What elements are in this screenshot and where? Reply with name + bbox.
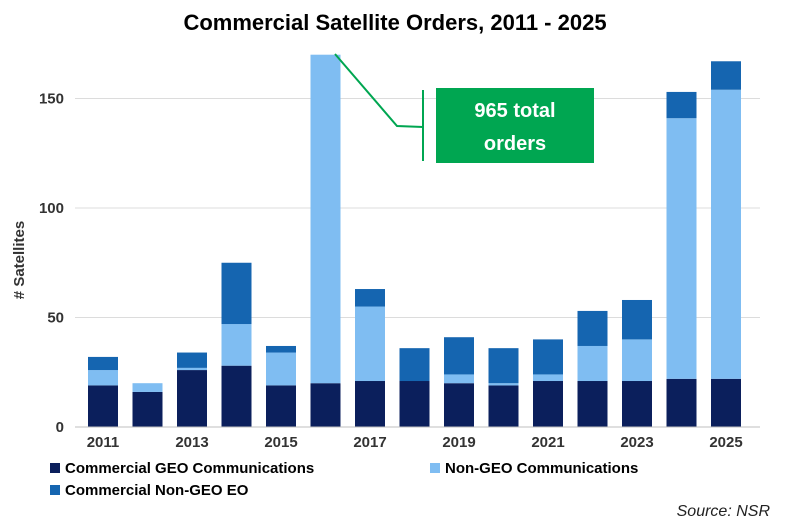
bar-segment-2021-s1: [533, 374, 563, 382]
bar-segment-2012-s0: [132, 391, 163, 427]
bar-segment-2024-s1: [666, 118, 697, 379]
bar-segment-2014-s2: [221, 262, 252, 325]
callout: 965 total orders: [334, 53, 594, 163]
bar-segment-2013-s1: [177, 367, 207, 371]
bar-segment-2015-s1: [266, 352, 296, 386]
bar-segment-2021-s0: [533, 381, 563, 427]
bar-segment-2017-s0: [355, 381, 385, 427]
x-tick-label: 2015: [264, 434, 297, 451]
bars: [88, 54, 741, 427]
callout-leader-line: [334, 53, 424, 128]
bar-segment-2011-s2: [88, 356, 118, 371]
bar-segment-2024-s0: [666, 378, 697, 427]
y-axis-ticks: 0 50 100 150: [39, 91, 64, 437]
gridlines: [75, 98, 760, 318]
x-tick-label: 2019: [442, 434, 475, 451]
x-tick-label: 2013: [175, 434, 208, 451]
bar-segment-2024-s2: [666, 91, 697, 119]
bar-segment-2021-s2: [533, 339, 563, 375]
bar-segment-2018-s2: [399, 348, 430, 382]
source-note: Source: NSR: [677, 503, 771, 520]
legend-label-nongeo-comms: Non-GEO Communications: [445, 460, 638, 477]
y-tick-label: 50: [47, 310, 64, 327]
bar-segment-2022-s1: [577, 345, 608, 382]
bar-segment-2018-s0: [399, 381, 430, 427]
bar-segment-2022-s0: [577, 381, 608, 427]
bar-segment-2019-s2: [444, 337, 474, 375]
y-axis-label: # Satellites: [11, 221, 28, 299]
x-tick-label: 2025: [709, 434, 742, 451]
x-axis-ticks: 2011 2013 2015 2017 2019 2021 2023 2025: [87, 434, 743, 451]
x-tick-label: 2011: [87, 434, 120, 451]
bar-segment-2025-s0: [711, 378, 741, 427]
bar-segment-2011-s0: [88, 385, 118, 427]
bar-segment-2025-s1: [711, 89, 741, 379]
bar-segment-2020-s0: [488, 385, 519, 427]
x-tick-label: 2023: [620, 434, 653, 451]
bar-segment-2019-s1: [444, 374, 474, 384]
y-tick-label: 100: [39, 200, 64, 217]
bar-segment-2014-s1: [221, 324, 252, 366]
bar-segment-2015-s0: [266, 385, 296, 427]
bar-segment-2013-s0: [177, 370, 207, 427]
bar-segment-2016-s1: [310, 54, 341, 384]
callout-text-line1: 965 total: [474, 100, 555, 122]
x-tick-label: 2017: [353, 434, 386, 451]
chart-title: Commercial Satellite Orders, 2011 - 2025: [183, 10, 606, 35]
bar-segment-2022-s2: [577, 310, 608, 346]
bar-segment-2023-s0: [622, 381, 652, 427]
legend: Commercial GEO Communications Non-GEO Co…: [50, 460, 638, 499]
bar-segment-2016-s0: [310, 383, 341, 427]
bar-segment-2012-s1: [132, 383, 163, 392]
bar-segment-2020-s1: [488, 383, 519, 386]
legend-label-nongeo-eo: Commercial Non-GEO EO: [65, 482, 249, 499]
bar-segment-2013-s2: [177, 352, 207, 368]
bar-segment-2019-s0: [444, 383, 474, 427]
bar-segment-2023-s1: [622, 339, 652, 382]
bar-segment-2015-s2: [266, 345, 296, 353]
legend-label-geo-comms: Commercial GEO Communications: [65, 460, 314, 477]
bar-segment-2025-s2: [711, 61, 741, 90]
bar-segment-2020-s2: [488, 348, 519, 384]
callout-box: [436, 88, 594, 163]
x-tick-label: 2021: [531, 434, 564, 451]
bar-segment-2023-s2: [622, 299, 652, 340]
bar-segment-2014-s0: [221, 365, 252, 427]
y-tick-label: 150: [39, 91, 64, 108]
legend-swatch-nongeo-comms: [430, 463, 440, 473]
bar-segment-2017-s2: [355, 289, 385, 307]
y-tick-label: 0: [56, 419, 64, 436]
bar-segment-2011-s1: [88, 370, 118, 386]
legend-swatch-geo-comms: [50, 463, 60, 473]
bar-segment-2017-s1: [355, 306, 385, 382]
callout-text-line2: orders: [484, 133, 546, 155]
legend-swatch-nongeo-eo: [50, 485, 60, 495]
